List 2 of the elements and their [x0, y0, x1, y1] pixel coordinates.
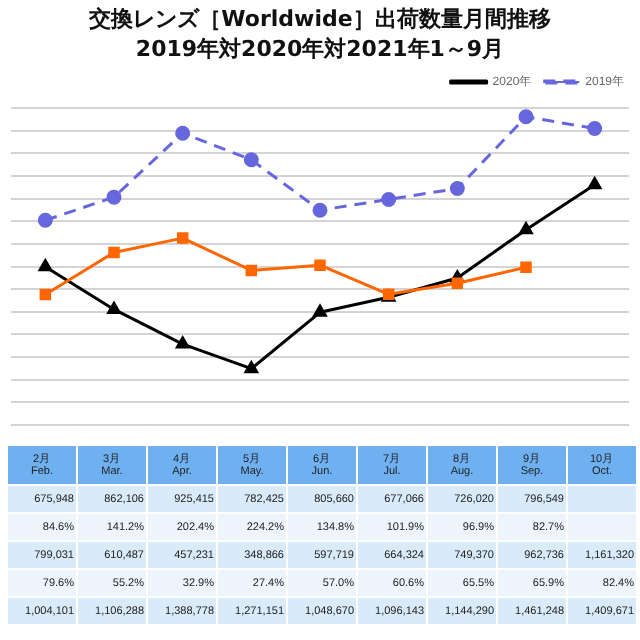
- chart-title: 交換レンズ［Worldwide］出荷数量月間推移: [87, 4, 553, 34]
- chart-subtitle: 2019年対2020年対2021年1～9月: [133, 34, 507, 64]
